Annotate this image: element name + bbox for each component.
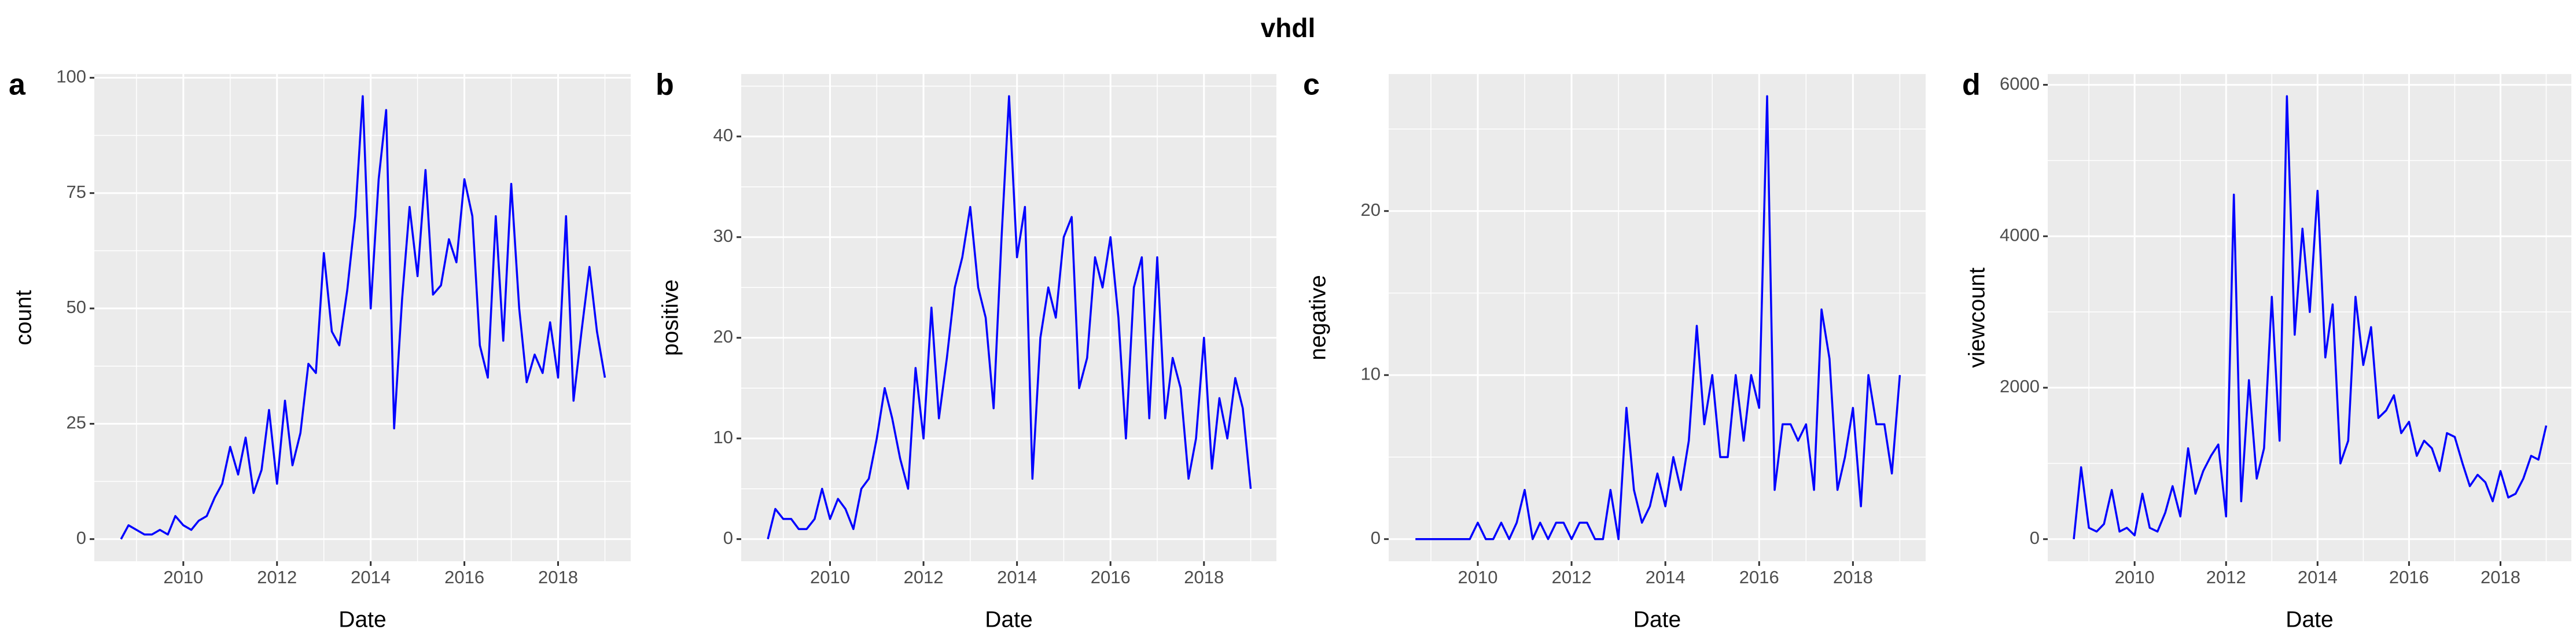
y-axis-title: count [11, 290, 36, 345]
x-tick-label: 2014 [1646, 567, 1686, 587]
x-tick-label: 2012 [904, 567, 944, 587]
panel-label: c [1303, 68, 1320, 102]
x-tick-label: 2012 [2206, 567, 2246, 587]
y-tick-label: 0 [1371, 528, 1381, 548]
y-tick-label: 0 [2030, 528, 2040, 548]
y-tick-label: 25 [67, 413, 86, 433]
y-tick-label: 75 [67, 182, 86, 202]
x-tick-label: 2018 [538, 567, 578, 587]
y-tick-label: 10 [713, 427, 733, 447]
y-tick-label: 100 [56, 67, 86, 87]
data-line [120, 95, 606, 540]
x-tick-label: 2016 [1091, 567, 1131, 587]
x-tick-label: 2018 [2481, 567, 2520, 587]
x-axis-title: Date [2286, 607, 2333, 632]
plot-panel [94, 74, 631, 561]
data-line [2073, 95, 2548, 539]
data-line [1415, 95, 1901, 540]
y-axis-title: negative [1305, 275, 1330, 360]
y-tick-label: 4000 [2000, 225, 2040, 245]
x-tick-label: 2018 [1833, 567, 1873, 587]
x-tick-label: 2012 [257, 567, 297, 587]
y-axis-title: positive [658, 279, 683, 356]
x-tick-label: 2016 [1739, 567, 1779, 587]
x-tick-label: 2012 [1552, 567, 1592, 587]
plot-panel [1389, 74, 1926, 561]
x-tick-label: 2014 [351, 567, 391, 587]
y-tick-label: 40 [713, 125, 733, 145]
y-tick-label: 30 [713, 226, 733, 246]
x-tick-label: 2016 [2389, 567, 2429, 587]
figure-title: vhdl [1261, 13, 1316, 43]
panel-label: a [9, 68, 26, 102]
x-axis-title: Date [1633, 607, 1681, 632]
x-tick-label: 2010 [1458, 567, 1498, 587]
x-tick-label: 2010 [2115, 567, 2155, 587]
panel-label: d [1962, 68, 1981, 102]
x-tick-label: 2014 [997, 567, 1037, 587]
plot-panel [2048, 74, 2571, 561]
y-axis-title: viewcount [1964, 267, 1989, 368]
y-tick-label: 10 [1361, 363, 1381, 384]
x-tick-label: 2010 [163, 567, 203, 587]
y-tick-label: 0 [76, 528, 86, 548]
y-tick-label: 20 [1361, 200, 1381, 220]
x-axis-title: Date [338, 607, 386, 632]
y-tick-label: 20 [713, 326, 733, 347]
y-tick-label: 50 [67, 297, 86, 317]
x-tick-label: 2010 [810, 567, 850, 587]
y-tick-label: 2000 [2000, 376, 2040, 396]
y-tick-label: 0 [723, 528, 733, 548]
y-tick-label: 6000 [2000, 73, 2040, 94]
data-line [767, 95, 1252, 540]
x-tick-label: 2018 [1184, 567, 1224, 587]
x-axis-title: Date [985, 607, 1032, 632]
x-tick-label: 2016 [444, 567, 484, 587]
panel-label: b [656, 68, 674, 102]
x-tick-label: 2014 [2298, 567, 2338, 587]
